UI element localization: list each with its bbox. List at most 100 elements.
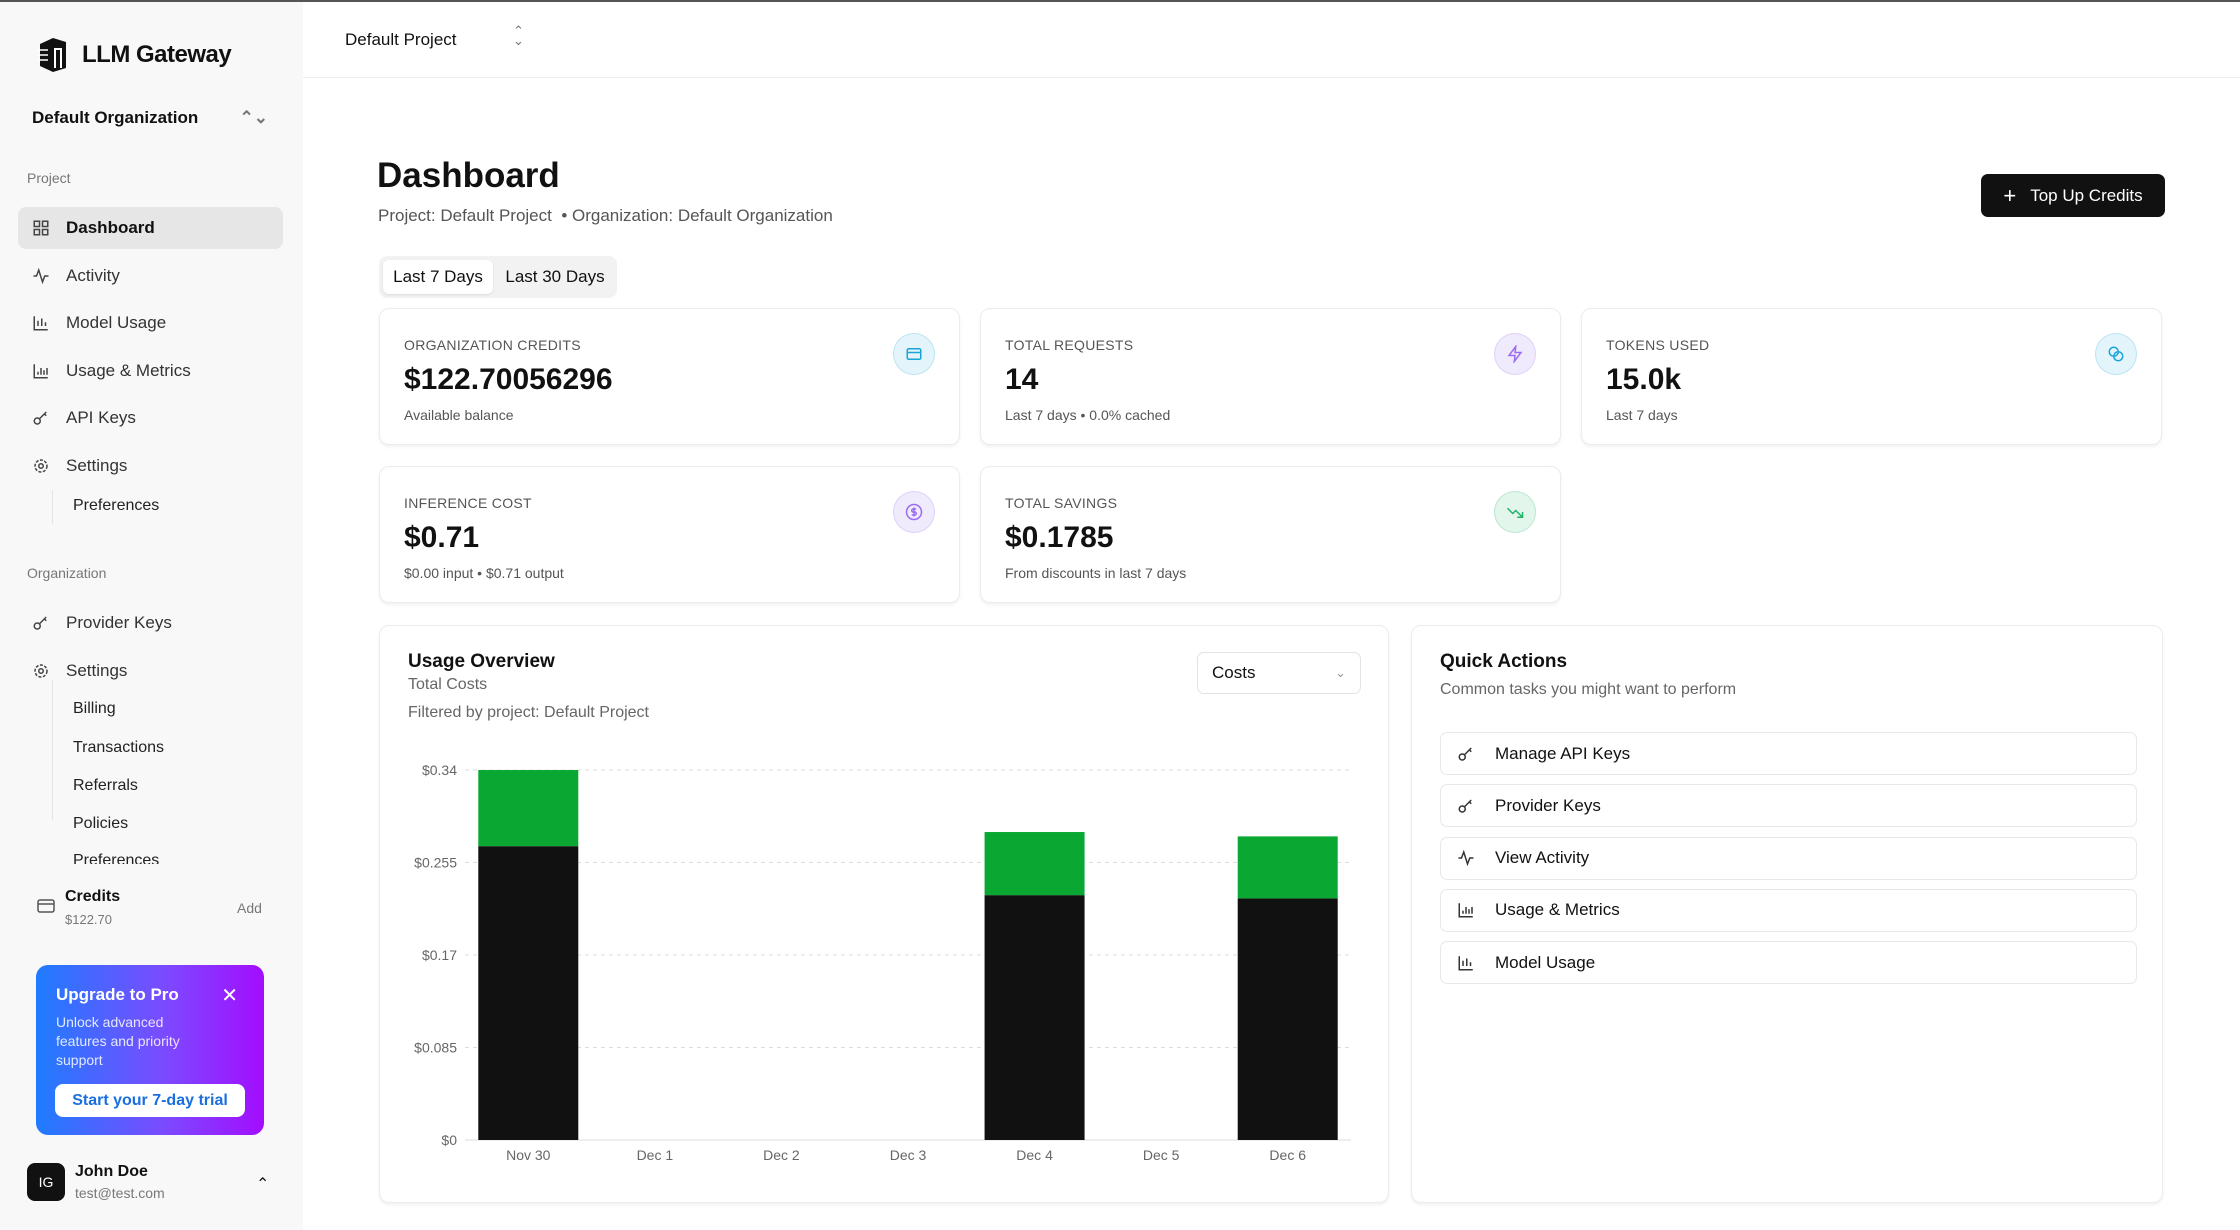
bar-segment[interactable]: [478, 846, 579, 1140]
x-tick-label: Nov 30: [506, 1147, 551, 1163]
chart-icon: [1458, 903, 1473, 918]
stat-label: INFERENCE COST: [404, 495, 532, 511]
quick-action-manage-api-keys[interactable]: Manage API Keys: [1440, 732, 2137, 775]
grid-icon: [33, 220, 49, 236]
tab-last-7-days[interactable]: Last 7 Days: [383, 260, 493, 294]
quick-action-label: Model Usage: [1495, 952, 1596, 972]
bar-chart-icon: [33, 316, 48, 331]
stat-value: $0.1785: [1005, 521, 1114, 554]
stat-label: TOTAL REQUESTS: [1005, 337, 1134, 353]
bar-segment[interactable]: [1237, 836, 1338, 899]
sidebar-item-settings[interactable]: Settings: [18, 650, 283, 692]
add-credits-button[interactable]: Add: [237, 900, 262, 916]
metric-select[interactable]: Costs ⌄: [1197, 652, 1361, 694]
sidebar-item-policies[interactable]: Policies: [73, 815, 129, 832]
y-tick-label: $0: [441, 1132, 457, 1148]
x-tick-label: Dec 6: [1269, 1147, 1306, 1163]
start-trial-button[interactable]: Start your 7-day trial: [55, 1084, 245, 1117]
sidebar-item-provider-keys[interactable]: Provider Keys: [18, 602, 283, 644]
page-title: Dashboard: [377, 156, 560, 195]
usage-subtitle: Total Costs: [408, 676, 488, 693]
x-tick-label: Dec 5: [1143, 1147, 1180, 1163]
quick-action-label: Usage & Metrics: [1495, 900, 1620, 920]
project-selector[interactable]: Default Project: [345, 30, 457, 49]
organization-selector[interactable]: Default Organization ⌃⌄: [32, 108, 268, 128]
zap-icon: [1507, 345, 1523, 363]
chart-icon: [33, 364, 48, 379]
bar-segment[interactable]: [984, 895, 1085, 1140]
chevron-down-icon: ⌄: [1335, 665, 1346, 680]
sidebar-item-referrals[interactable]: Referrals: [73, 777, 138, 794]
sidebar-item-model-usage[interactable]: Model Usage: [18, 302, 283, 344]
sidebar-item-label: Usage & Metrics: [66, 360, 191, 380]
sidebar-item-label: API Keys: [66, 408, 136, 428]
quick-action-model-usage[interactable]: Model Usage: [1440, 941, 2137, 985]
bar-segment[interactable]: [984, 832, 1085, 896]
breadcrumb: Project: Default Project • Organization:…: [378, 206, 833, 226]
upgrade-text: Unlock advanced features and priority su…: [56, 1014, 180, 1068]
sidebar-item-api-keys[interactable]: API Keys: [18, 397, 283, 439]
sidebar: LLM Gateway Default Organization ⌃⌄ Proje…: [0, 2, 303, 1230]
stat-label: TOTAL SAVINGS: [1005, 495, 1118, 511]
quick-action-label: Manage API Keys: [1495, 743, 1631, 763]
logo-icon: [38, 38, 66, 72]
sidebar-item-label: Provider Keys: [66, 613, 172, 632]
activity-icon: [33, 267, 49, 284]
gear-icon: [34, 663, 48, 678]
x-tick-label: Dec 1: [637, 1147, 674, 1163]
key-icon: [1458, 799, 1472, 813]
quick-action-label: View Activity: [1495, 848, 1590, 868]
usage-filter: Filtered by project: Default Project: [408, 704, 649, 721]
stat-label: ORGANIZATION CREDITS: [404, 337, 581, 353]
stat-subtext: $0.00 input • $0.71 output: [404, 565, 564, 581]
close-icon[interactable]: ✕: [221, 985, 238, 1007]
sidebar-item-billing[interactable]: Billing: [73, 700, 116, 717]
metric-select-value: Costs: [1212, 663, 1256, 682]
quick-action-view-activity[interactable]: View Activity: [1440, 836, 2137, 880]
user-email: test@test.com: [75, 1185, 165, 1201]
sidebar-item-settings[interactable]: Settings: [18, 445, 283, 487]
section-label-organization: Organization: [27, 565, 107, 581]
chevron-up-icon[interactable]: ⌃: [256, 1176, 270, 1193]
dollar-icon: [905, 503, 923, 521]
sidebar-item-label: Settings: [66, 456, 128, 475]
key-icon: [33, 411, 47, 426]
trending-down-icon: [1506, 507, 1524, 518]
top-up-credits-button[interactable]: + Top Up Credits: [1981, 174, 2165, 217]
bar-segment[interactable]: [1237, 898, 1338, 1140]
sidebar-item-activity[interactable]: Activity: [18, 255, 283, 297]
logo[interactable]: LLM Gateway: [34, 36, 232, 74]
stat-card-tokens-used: TOKENS USED 15.0k Last 7 days: [1581, 308, 2162, 445]
sidebar-item-transactions[interactable]: Transactions: [73, 739, 164, 756]
quick-actions-card: Quick Actions Common tasks you might wan…: [1411, 625, 2163, 1203]
top-up-label: Top Up Credits: [2030, 185, 2143, 205]
tab-last-30-days[interactable]: Last 30 Days: [505, 267, 605, 286]
sidebar-item-preferences-org[interactable]: Preferences: [73, 852, 160, 864]
stat-card-inference-cost: INFERENCE COST $0.71 $0.00 input • $0.71 o…: [379, 466, 960, 603]
stat-subtext: From discounts in last 7 days: [1005, 565, 1187, 581]
y-tick-label: $0.085: [414, 1040, 457, 1056]
y-tick-label: $0.255: [414, 855, 457, 871]
y-tick-label: $0.34: [422, 762, 457, 778]
usage-chart: $0 $0.085 $0.17 $0.255 $0.34 Nov 30 Dec 1 Dec 2…: [414, 762, 1351, 1163]
quick-actions-subtitle: Common tasks you might want to perform: [1440, 681, 1737, 698]
sidebar-item-dashboard[interactable]: Dashboard: [18, 207, 283, 249]
usage-overview-card: Usage Overview Total Costs Filtered by p…: [379, 625, 1389, 1203]
sidebar-item-usage-metrics[interactable]: Usage & Metrics: [18, 350, 283, 392]
top-header: Default Project ⌃ ⌄: [303, 2, 2240, 78]
gear-icon: [34, 459, 48, 473]
bar-segment[interactable]: [478, 770, 579, 847]
quick-action-provider-keys[interactable]: Provider Keys: [1440, 784, 2137, 828]
sidebar-item-label: Dashboard: [66, 218, 155, 237]
app-name: LLM Gateway: [82, 41, 232, 68]
chevrons-updown-icon[interactable]: ⌃ ⌄: [513, 23, 524, 48]
sidebar-item-preferences[interactable]: Preferences: [73, 497, 160, 514]
quick-actions-title: Quick Actions: [1440, 651, 1568, 672]
chevrons-updown-icon: ⌃⌄: [239, 108, 269, 127]
x-tick-label: Dec 4: [1016, 1147, 1053, 1163]
quick-action-usage-metrics[interactable]: Usage & Metrics: [1440, 888, 2137, 932]
stat-label: TOKENS USED: [1606, 337, 1710, 353]
credit-card-icon: [906, 348, 922, 360]
y-tick-label: $0.17: [422, 947, 457, 963]
x-tick-label: Dec 3: [890, 1147, 927, 1163]
